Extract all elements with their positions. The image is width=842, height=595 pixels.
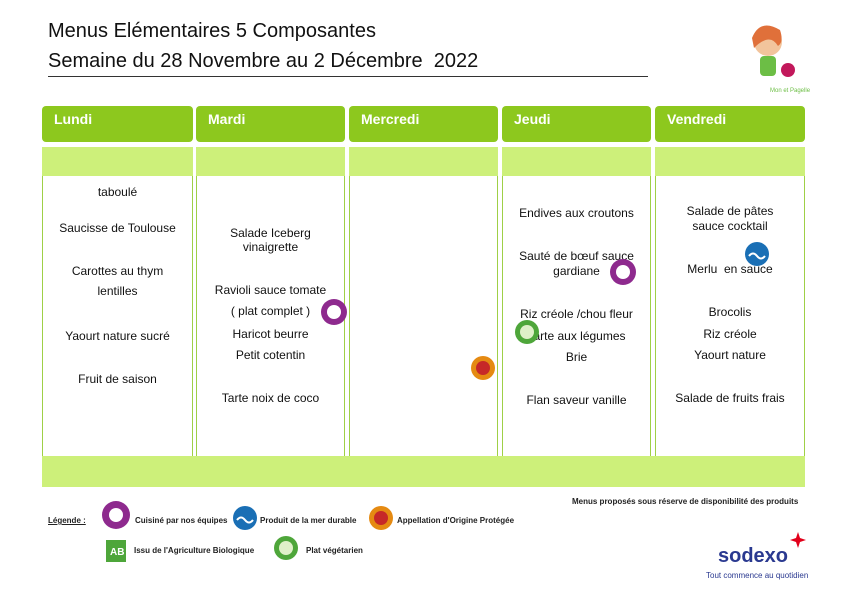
day-band (502, 147, 651, 176)
brand-star (790, 532, 806, 548)
legend-icon-cooked (102, 501, 130, 529)
brand: sodexo (718, 545, 789, 567)
day-header: Mercredi (349, 106, 498, 142)
bottom-band (42, 456, 805, 487)
menu-item: Sauté de bœuf sauce (519, 249, 634, 263)
legend-title: Légende : (48, 516, 86, 525)
menu-item: Endives aux croutons (519, 206, 634, 220)
menu-item: Merlu en sauce (687, 262, 773, 276)
rule (48, 76, 648, 77)
menu-item: sauce cocktail (692, 219, 768, 233)
legend-icon-bio: AB (106, 540, 126, 562)
svg-text:Mon et Pagelle: Mon et Pagelle (770, 88, 810, 94)
title: Menus Elémentaires 5 Composantes (48, 20, 376, 42)
menu-item: Salade de pâtes (686, 204, 774, 218)
day-band (349, 147, 498, 176)
menu-item: Saucisse de Toulouse (59, 221, 176, 235)
menu-item: Salade de fruits frais (675, 391, 785, 405)
legend-item: Cuisiné par nos équipes (135, 516, 228, 525)
day-column (655, 176, 805, 456)
menu-item: vinaigrette (242, 240, 299, 254)
menu-item: Riz créole (703, 327, 757, 341)
legend-icon-aop (369, 506, 393, 530)
day-band (42, 147, 193, 176)
legend-item: Appellation d'Origine Protégée (397, 516, 515, 525)
subtitle: Semaine du 28 Novembre au 2 Décembre 202… (48, 50, 479, 72)
menu-item: ( plat complet ) (230, 304, 311, 318)
legend-item: Plat végétarien (306, 546, 363, 555)
menu-item: taboulé (97, 185, 138, 199)
day-header: Jeudi (502, 106, 651, 142)
day-column (349, 176, 498, 456)
day-band (196, 147, 345, 176)
brand-tagline: Tout commence au quotidien (706, 571, 809, 580)
svg-text:AB: AB (110, 547, 124, 558)
day-header: Vendredi (655, 106, 805, 142)
menu-item: Ravioli sauce tomate (214, 283, 327, 297)
menu-item: Salade Iceberg (230, 226, 311, 240)
day-header: Lundi (42, 106, 193, 142)
mascot: Mon et Pagelle (752, 25, 810, 94)
menu-item: Carottes au thym (71, 264, 164, 278)
menu-item: gardiane (553, 264, 600, 278)
menu-item: Riz créole /chou fleur (520, 307, 633, 321)
day-column (42, 176, 193, 456)
menu-item: Yaourt nature (694, 348, 766, 362)
menu-item: Tarte noix de coco (221, 391, 320, 405)
legend-item: Issu de l'Agriculture Biologique (134, 546, 255, 555)
legend-item: Produit de la mer durable (260, 516, 357, 525)
day-column (502, 176, 651, 456)
menu-item: Brocolis (708, 305, 752, 319)
menu-item: Petit cotentin (235, 348, 306, 362)
note: Menus proposés sous réserve de disponibi… (572, 497, 799, 506)
menu-item: Brie (565, 350, 588, 364)
menu-item: Yaourt nature sucré (65, 329, 170, 343)
menu-item: Flan saveur vanille (526, 393, 627, 407)
menu-item: Fruit de saison (78, 372, 157, 386)
menu-item: Haricot beurre (232, 327, 309, 341)
menu-item: lentilles (97, 284, 138, 298)
legend-icon-sea (233, 506, 257, 530)
menu-item: Tarte aux légumes (527, 329, 626, 343)
day-band (655, 147, 805, 176)
legend-icon-veg (274, 536, 298, 560)
day-header: Mardi (196, 106, 345, 142)
